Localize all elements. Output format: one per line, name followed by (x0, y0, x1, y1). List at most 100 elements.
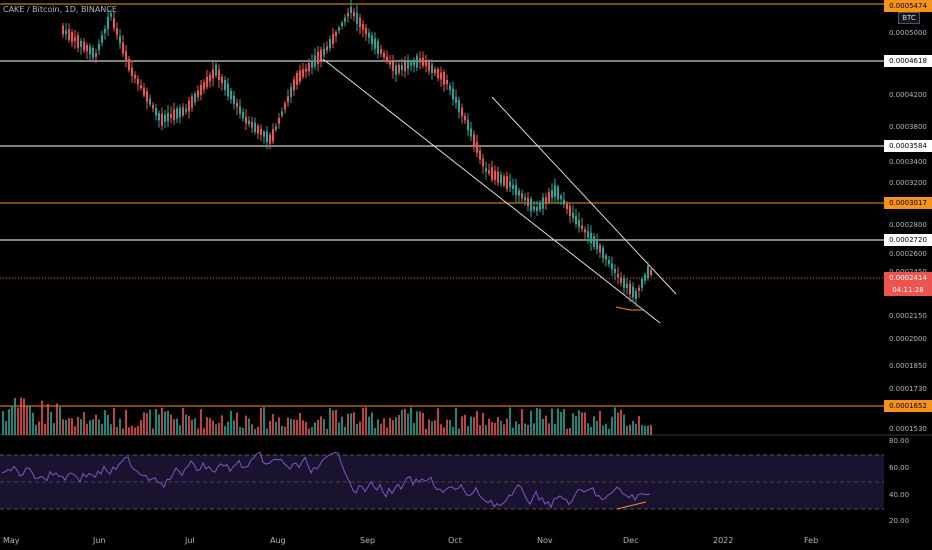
candle-body (206, 76, 208, 88)
candle-body (203, 82, 205, 90)
candle-body (560, 195, 562, 200)
candle-body (620, 277, 622, 283)
month-label: Sep (360, 536, 376, 545)
volume-bar (404, 409, 406, 435)
volume-bar (254, 428, 256, 435)
price-label-orange-2: 0.0003017 (884, 197, 932, 209)
volume-bar (494, 422, 496, 435)
candle-body (428, 61, 430, 72)
candle-body (380, 49, 382, 54)
volume-bar (293, 419, 295, 435)
price-label-white-2: 0.0003584 (884, 140, 932, 152)
volume-bar (149, 409, 151, 435)
volume-bar (305, 421, 307, 435)
volume-bar (386, 427, 388, 435)
volume-bar (50, 412, 52, 435)
candle-body (62, 25, 64, 35)
volume-bar (533, 423, 535, 435)
candle-body (590, 232, 592, 244)
symbol-label: CAKE / Bitcoin, 1D, BINANCE (3, 5, 117, 14)
volume-bar (464, 414, 466, 435)
candle-body (374, 38, 376, 49)
candle-body (482, 158, 484, 167)
volume-bar (59, 407, 61, 435)
candle-body (386, 56, 388, 61)
candle-body (98, 43, 100, 51)
candle-body (557, 186, 559, 200)
candle-body (176, 108, 178, 119)
candle-body (185, 108, 187, 112)
volume-bar (230, 410, 232, 435)
candle-body (368, 32, 370, 38)
volume-bar (602, 425, 604, 435)
volume-bar (512, 427, 514, 435)
volume-bar (164, 411, 166, 435)
volume-bar (83, 411, 85, 435)
candle-body (110, 13, 112, 17)
candle-body (500, 174, 502, 184)
volume-bar (575, 415, 577, 435)
volume-bar (323, 419, 325, 435)
candle-body (623, 278, 625, 288)
volume-bar (233, 420, 235, 435)
volume-bar (110, 424, 112, 435)
volume-bar (437, 408, 439, 435)
candle-body (437, 69, 439, 79)
volume-bar (500, 420, 502, 435)
volume-bar (122, 428, 124, 435)
volume-bar (299, 412, 301, 435)
volume-bar (179, 425, 181, 435)
volume-bar (383, 418, 385, 435)
candle-body (239, 106, 241, 114)
volume-bar (407, 413, 409, 435)
volume-bar (413, 422, 415, 435)
volume-bar (482, 412, 484, 435)
candle-body (608, 259, 610, 265)
candle-body (92, 47, 94, 58)
candle-body (332, 33, 334, 44)
volume-bar (35, 424, 37, 435)
volume-bar (497, 417, 499, 435)
volume-bar (395, 417, 397, 435)
candle-body (122, 42, 124, 54)
candle-body (530, 198, 532, 212)
price-axis-tick: 0.0001850 (889, 362, 927, 370)
volume-bar (626, 426, 628, 435)
candle-body (554, 185, 556, 197)
volume-bar (251, 424, 253, 435)
volume-bar (593, 416, 595, 435)
candle-body (548, 191, 550, 203)
volume-bar (14, 397, 16, 435)
price-axis-tick: 0.0002600 (889, 250, 927, 258)
volume-bar (314, 422, 316, 435)
candle-body (584, 229, 586, 233)
volume-bar (419, 411, 421, 435)
volume-bar (398, 414, 400, 435)
price-label-orange-3: 0.0001652 (884, 400, 932, 412)
rsi-axis-tick: 80.00 (889, 437, 910, 445)
candle-body (425, 61, 427, 67)
candle-body (503, 176, 505, 186)
volume-bar (77, 416, 79, 435)
volume-bar (551, 408, 553, 435)
volume-bar (374, 428, 376, 435)
candle-body (83, 41, 85, 51)
candle-body (596, 240, 598, 250)
volume-bar (29, 406, 31, 435)
candle-body (281, 111, 283, 116)
candle-body (125, 51, 127, 62)
candle-body (197, 90, 199, 98)
volume-bar (335, 409, 337, 435)
volume-bar (584, 412, 586, 435)
candle-body (524, 197, 526, 201)
price-label-white-1: 0.0004618 (884, 55, 932, 67)
candle-body (71, 32, 73, 42)
volume-bar (506, 418, 508, 435)
volume-bar (632, 420, 634, 435)
candle-body (266, 131, 268, 143)
volume-bar (47, 403, 49, 435)
volume-bar (23, 398, 25, 435)
volume-bar (425, 428, 427, 435)
